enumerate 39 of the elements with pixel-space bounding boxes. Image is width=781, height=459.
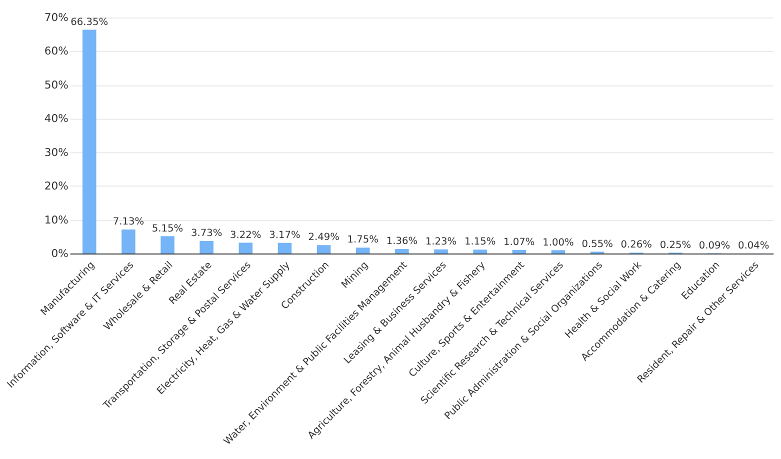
bar: [200, 240, 214, 254]
bar: [238, 242, 253, 254]
data-label: 1.36%: [386, 236, 418, 248]
bar: [160, 236, 174, 254]
bar: [512, 250, 526, 254]
data-label: 5.15%: [152, 223, 184, 234]
bar: [122, 229, 136, 254]
bar: [316, 245, 331, 254]
data-label: 1.07%: [504, 237, 535, 248]
y-tick-label: 60%: [44, 44, 68, 58]
data-label: 0.04%: [738, 240, 770, 252]
y-tick-label: 0%: [51, 246, 68, 260]
data-label: 0.55%: [582, 238, 613, 250]
data-label: 3.17%: [269, 230, 300, 241]
bar: [82, 30, 96, 254]
data-label: 3.22%: [230, 230, 262, 241]
y-tick-label: 70%: [44, 10, 68, 24]
data-label: 0.09%: [698, 240, 730, 252]
y-tick-label: 30%: [44, 146, 68, 159]
data-label: 1.75%: [347, 234, 378, 246]
data-label: 3.73%: [190, 228, 222, 240]
y-tick-label: 40%: [44, 112, 68, 126]
data-label: 1.00%: [542, 237, 574, 248]
bar: [473, 250, 487, 254]
bar: [434, 249, 448, 254]
bar: [395, 248, 409, 254]
bar: [551, 250, 566, 254]
data-label: 1.15%: [464, 236, 496, 248]
bar: [278, 242, 292, 254]
y-tick-label: 10%: [44, 213, 68, 226]
data-label: 0.25%: [660, 240, 692, 251]
data-label: 0.26%: [620, 240, 652, 251]
data-label: 7.13%: [112, 216, 144, 228]
y-tick-label: 20%: [44, 180, 68, 193]
y-tick-label: 50%: [44, 78, 68, 92]
data-label: 1.23%: [425, 236, 457, 248]
bar: [356, 248, 370, 254]
data-label: 66.35%: [70, 16, 108, 28]
data-label: 2.49%: [308, 232, 340, 244]
